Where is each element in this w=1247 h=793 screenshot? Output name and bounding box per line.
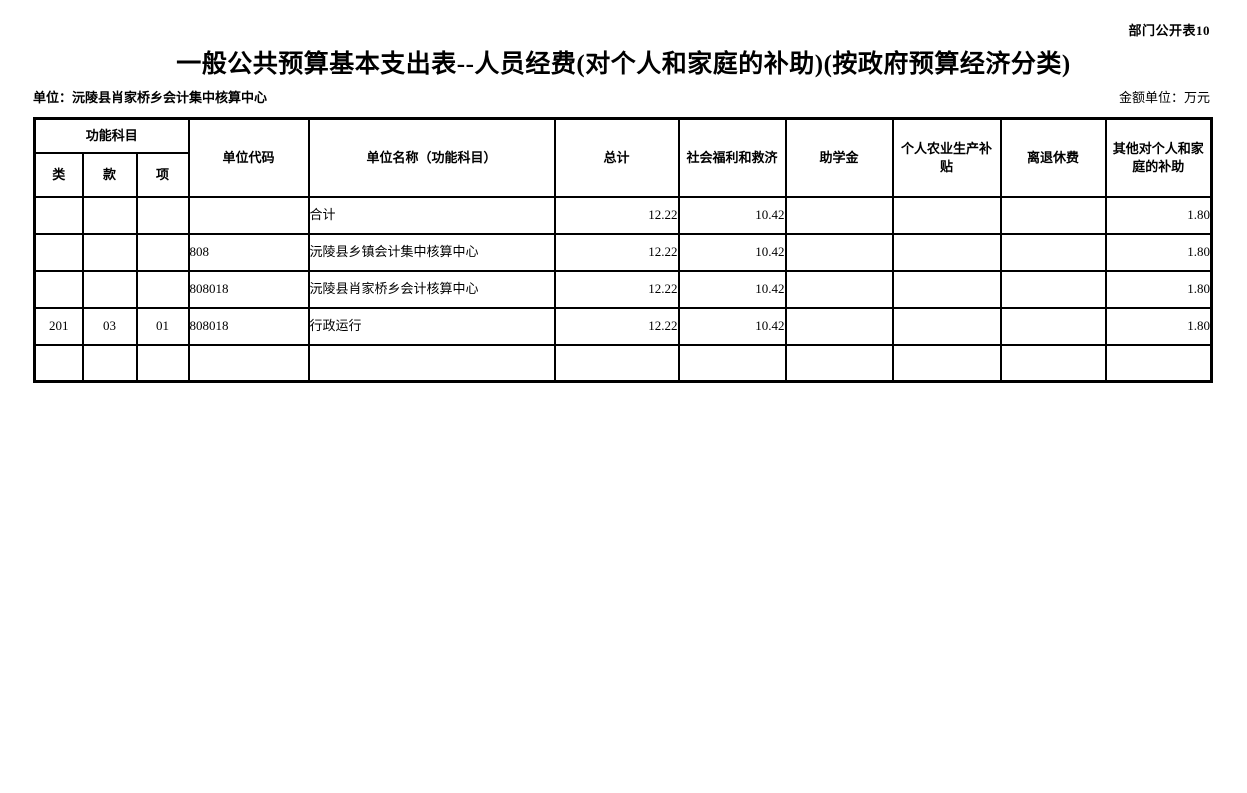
cell-agri-subsidy (891, 269, 1002, 309)
cell-total: 12.22 (553, 232, 680, 272)
cell-unit-code (187, 195, 310, 235)
header-row-sub: 类 款 项 (33, 151, 1212, 198)
table-row (33, 343, 1213, 383)
cell-agri-subsidy (891, 306, 1002, 346)
cell-item (135, 343, 190, 383)
cell-retirement (999, 269, 1107, 309)
cell-section (81, 343, 138, 383)
cell-item (135, 195, 190, 235)
cell-retirement (999, 343, 1107, 383)
header-item: 项 (135, 151, 190, 198)
cell-social-welfare: 10.42 (677, 306, 787, 346)
amount-unit-label: 金额单位：万元 (1118, 90, 1210, 105)
cell-total (553, 343, 680, 383)
cell-item (135, 269, 190, 309)
cell-student-grants (784, 343, 894, 383)
header-class: 类 (33, 151, 84, 198)
header-unit-code: 单位代码 (187, 117, 310, 198)
budget-table: 功能科目 单位代码 单位名称（功能科目） 总计 社会福利和救济 助学金 个人农业… (33, 117, 1213, 383)
table-row: 808018 沅陵县肖家桥乡会计核算中心 12.22 10.42 1.80 (33, 269, 1213, 309)
cell-other-subsidy: 1.80 (1104, 269, 1213, 309)
cell-class: 201 (33, 306, 84, 346)
cell-class (33, 343, 84, 383)
reporting-unit-label: 单位：沅陵县肖家桥乡会计集中核算中心 (33, 90, 268, 105)
cell-class (33, 195, 84, 235)
cell-unit-name (307, 343, 556, 383)
corner-table-ref: 部门公开表10 (1128, 23, 1210, 38)
header-unit-name: 单位名称（功能科目） (307, 117, 556, 198)
table-row: 201 03 01 808018 行政运行 12.22 10.42 1.80 (33, 306, 1213, 346)
cell-retirement (999, 232, 1107, 272)
cell-item: 01 (135, 306, 190, 346)
table-row: 808 沅陵县乡镇会计集中核算中心 12.22 10.42 1.80 (33, 232, 1213, 272)
page-title: 一般公共预算基本支出表--人员经费(对个人和家庭的补助)(按政府预算经济分类) (176, 51, 1071, 78)
header-section: 款 (81, 151, 138, 198)
cell-social-welfare (677, 343, 787, 383)
cell-social-welfare: 10.42 (677, 195, 787, 235)
cell-section (81, 195, 138, 235)
cell-class (33, 269, 84, 309)
cell-unit-name: 合计 (307, 195, 556, 235)
header-student-grants: 助学金 (784, 117, 894, 198)
cell-section (81, 232, 138, 272)
header-total: 总计 (553, 117, 680, 198)
table-body: 合计 12.22 10.42 1.80 808 沅陵县乡镇会计集中核算中心 12… (33, 195, 1213, 383)
cell-retirement (999, 195, 1107, 235)
cell-section: 03 (81, 306, 138, 346)
cell-social-welfare: 10.42 (677, 232, 787, 272)
cell-retirement (999, 306, 1107, 346)
cell-item (135, 232, 190, 272)
cell-agri-subsidy (891, 232, 1002, 272)
cell-unit-code: 808018 (187, 306, 310, 346)
cell-other-subsidy: 1.80 (1104, 306, 1213, 346)
cell-other-subsidy: 1.80 (1104, 195, 1213, 235)
cell-student-grants (784, 306, 894, 346)
cell-unit-code (187, 343, 310, 383)
cell-unit-code: 808018 (187, 269, 310, 309)
cell-agri-subsidy (891, 343, 1002, 383)
header-row-top: 功能科目 单位代码 单位名称（功能科目） 总计 社会福利和救济 助学金 个人农业… (33, 117, 1213, 198)
cell-unit-code: 808 (187, 232, 310, 272)
header-social-welfare: 社会福利和救济 (677, 117, 787, 198)
cell-class (33, 232, 84, 272)
header-agri-subsidy: 个人农业生产补贴 (891, 117, 1002, 198)
cell-section (81, 269, 138, 309)
cell-student-grants (784, 269, 894, 309)
cell-total: 12.22 (553, 195, 680, 235)
table-row: 合计 12.22 10.42 1.80 (33, 195, 1213, 235)
header-func-group: 功能科目 (33, 117, 190, 154)
cell-total: 12.22 (553, 306, 680, 346)
cell-student-grants (784, 232, 894, 272)
cell-unit-name: 沅陵县乡镇会计集中核算中心 (307, 232, 556, 272)
cell-other-subsidy (1104, 343, 1213, 383)
cell-total: 12.22 (553, 269, 680, 309)
info-row: 单位：沅陵县肖家桥乡会计集中核算中心 金额单位：万元 (0, 87, 1247, 106)
cell-social-welfare: 10.42 (677, 269, 787, 309)
cell-agri-subsidy (891, 195, 1002, 235)
cell-student-grants (784, 195, 894, 235)
header-other-subsidy: 其他对个人和家庭的补助 (1104, 117, 1213, 198)
table-header: 功能科目 单位代码 单位名称（功能科目） 总计 社会福利和救济 助学金 个人农业… (33, 117, 1213, 198)
cell-unit-name: 行政运行 (307, 306, 556, 346)
cell-unit-name: 沅陵县肖家桥乡会计核算中心 (307, 269, 556, 309)
cell-other-subsidy: 1.80 (1104, 232, 1213, 272)
header-retirement: 离退休费 (999, 117, 1107, 198)
